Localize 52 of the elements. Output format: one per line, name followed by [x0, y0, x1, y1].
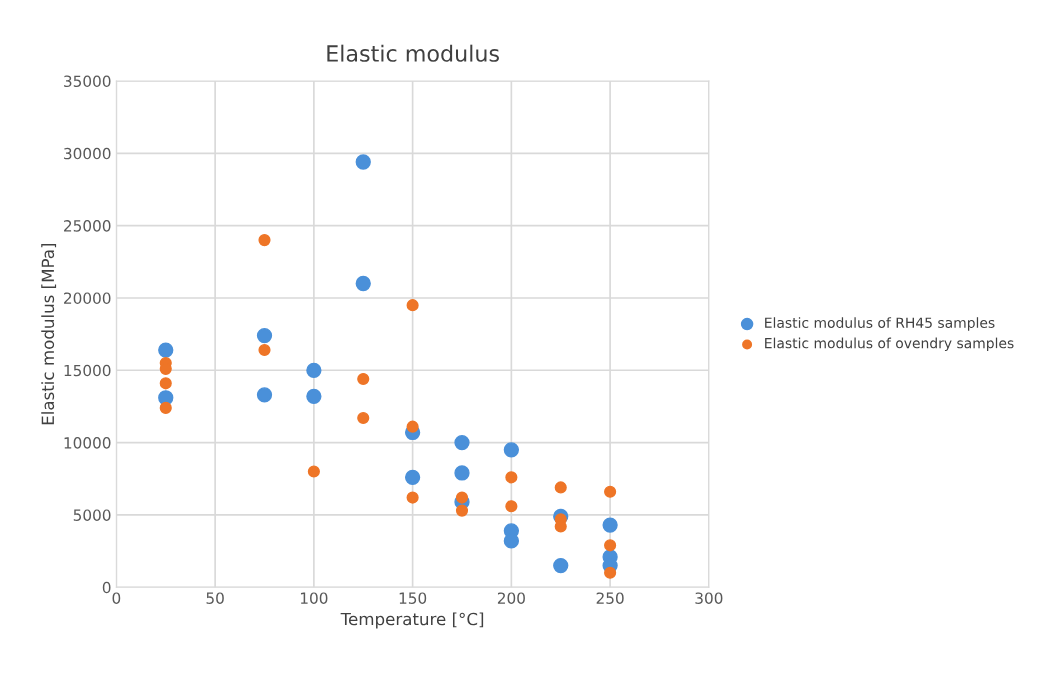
point [503, 533, 520, 549]
x-tick-label: 300 [695, 592, 723, 604]
point [404, 469, 421, 485]
chart-title: Elastic modulus [327, 44, 499, 62]
point [553, 557, 569, 574]
y-tick-label: 35000 [64, 75, 111, 88]
point [455, 491, 469, 504]
point [406, 420, 419, 433]
point [503, 442, 520, 458]
point [602, 517, 618, 533]
point [256, 327, 273, 344]
point [455, 504, 469, 517]
x-tick-label: 0 [112, 592, 121, 604]
point [505, 500, 518, 513]
point [454, 465, 470, 481]
y-tick-label: 10000 [64, 437, 111, 449]
y-tick-label: 25000 [64, 220, 111, 232]
point [357, 411, 370, 425]
point [406, 299, 419, 312]
point [258, 234, 271, 247]
point [604, 566, 617, 579]
y-tick-label: 30000 [64, 147, 111, 160]
point [406, 491, 419, 504]
x-axis-title: Temperature [°C] [340, 612, 484, 629]
point [159, 401, 172, 414]
point [454, 434, 470, 451]
x-tick-label: 250 [596, 592, 624, 604]
legend-label: Elastic modulus of RH45 samples [765, 317, 995, 331]
point [554, 481, 567, 494]
point [604, 539, 617, 552]
x-tick-label: 150 [399, 592, 427, 604]
point [159, 377, 172, 390]
point [357, 372, 370, 386]
y-tick-label: 15000 [64, 364, 111, 377]
point [604, 485, 617, 498]
point [258, 343, 271, 357]
x-tick-label: 100 [300, 592, 328, 604]
point [505, 471, 518, 484]
x-tick-label: 200 [497, 592, 525, 604]
legend-label: Elastic modulus of ovendry samples [765, 337, 1014, 352]
y-axis-title: Elastic modulus [MPa] [41, 243, 57, 425]
x-tick-label: 50 [206, 592, 224, 604]
point [256, 387, 273, 403]
y-tick-label: 20000 [64, 292, 111, 304]
y-tick-label: 0 [102, 581, 111, 594]
point [355, 154, 371, 170]
point [306, 388, 322, 404]
point [307, 465, 320, 478]
point [158, 342, 174, 358]
y-tick-label: 5000 [73, 509, 111, 521]
point [306, 362, 322, 378]
point [355, 275, 371, 292]
